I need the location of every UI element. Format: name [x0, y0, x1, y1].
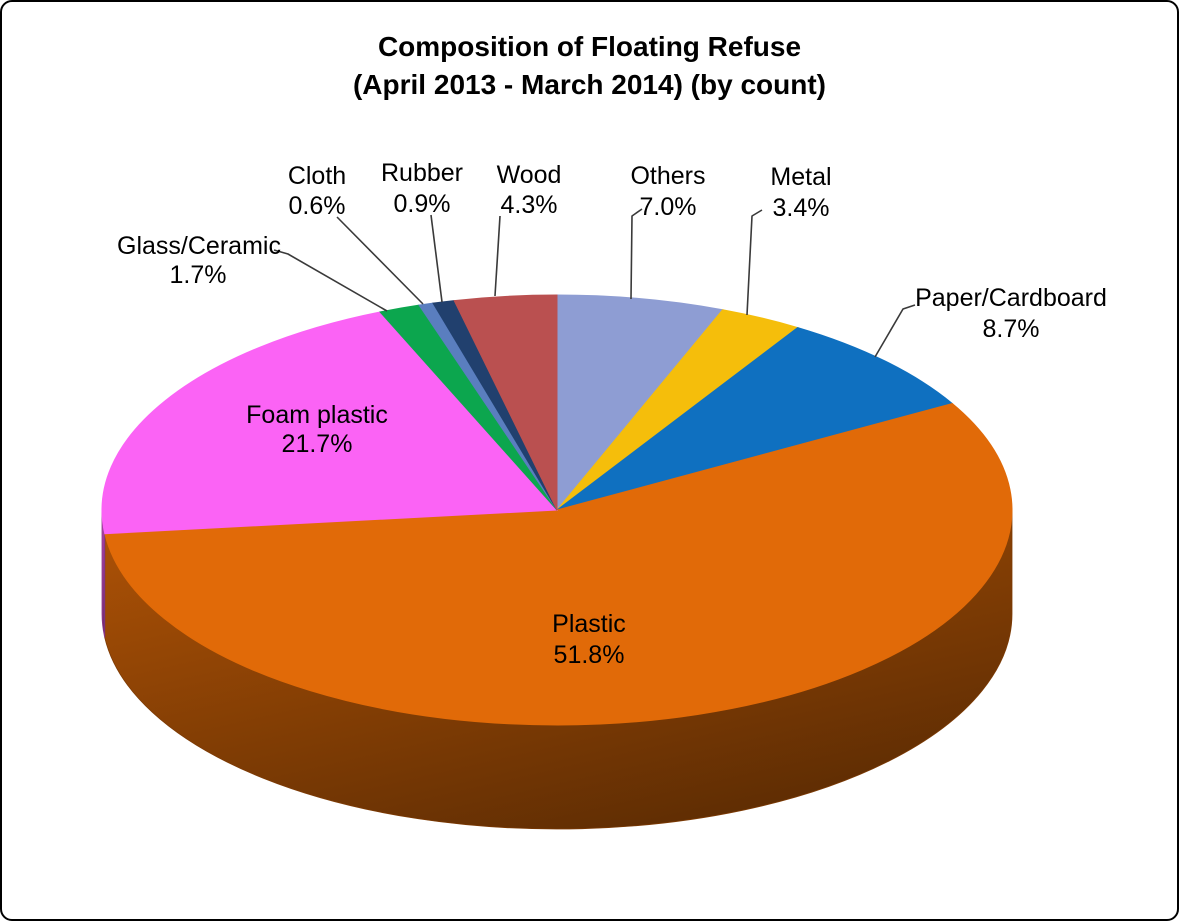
leader-line-others: [630, 208, 643, 300]
leader-line-metal: [746, 209, 763, 316]
leader-line-rubber: [430, 214, 443, 303]
slice-percent-foam-plastic: 21.7%: [282, 430, 353, 458]
slice-label-metal: Metal: [770, 163, 831, 191]
slice-label-paper-cardboard: Paper/Cardboard: [915, 284, 1107, 312]
chart-title-line1: Composition of Floating Refuse: [377, 31, 802, 62]
pie-slice-paper-cardboard[interactable]: [556, 326, 954, 511]
slice-label-wood: Wood: [497, 161, 562, 189]
leader-line-glass-ceramic: [273, 249, 388, 312]
slice-label-glass-ceramic: Glass/Ceramic: [117, 232, 281, 260]
slice-percent-wood: 4.3%: [501, 191, 558, 219]
slice-percent-glass-ceramic: 1.7%: [170, 261, 227, 289]
chart-title: Composition of Floating Refuse (April 20…: [2, 28, 1177, 104]
slice-percent-paper-cardboard: 8.7%: [983, 315, 1040, 343]
leader-line-paper-cardboard: [874, 304, 916, 358]
slice-percent-metal: 3.4%: [773, 194, 830, 222]
pie-slice-foam-plastic[interactable]: [101, 311, 559, 535]
slice-label-cloth: Cloth: [288, 162, 346, 190]
chart-title-line2: (April 2013 - March 2014) (by count): [352, 69, 826, 100]
slice-label-rubber: Rubber: [381, 159, 463, 187]
slice-percent-rubber: 0.9%: [394, 190, 451, 218]
pie-slice-plastic[interactable]: [104, 402, 1013, 726]
slice-percent-cloth: 0.6%: [289, 192, 346, 220]
leader-line-cloth: [336, 216, 424, 305]
slice-label-others: Others: [630, 162, 705, 190]
slice-label-plastic: Plastic: [552, 610, 626, 638]
pie-slice-wood[interactable]: [453, 294, 558, 511]
pie-slice-others[interactable]: [556, 294, 724, 512]
slice-percent-plastic: 51.8%: [554, 641, 625, 669]
slice-label-foam-plastic: Foam plastic: [246, 401, 388, 429]
slice-percent-others: 7.0%: [640, 193, 697, 221]
leader-line-wood: [494, 215, 501, 297]
